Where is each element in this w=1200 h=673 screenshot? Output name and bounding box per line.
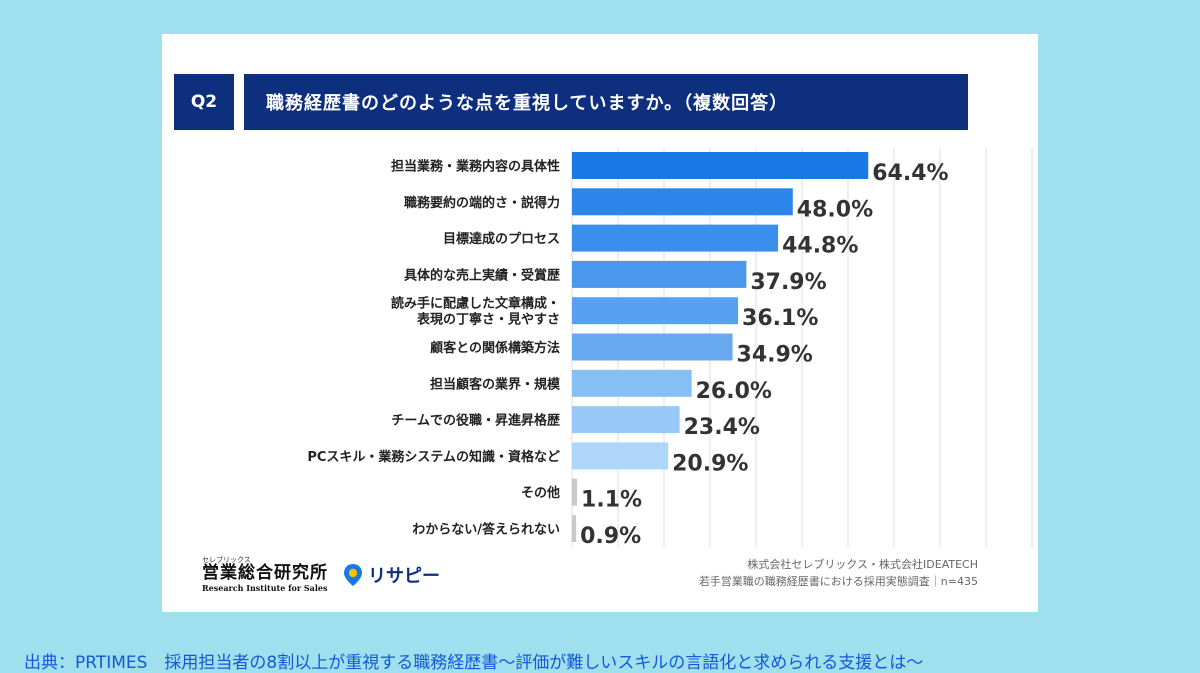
bar [572, 224, 779, 252]
category-label: 表現の丁寧さ・見やすさ [416, 312, 560, 328]
value-label: 26.0% [696, 379, 772, 404]
footer-citation: 出典：PRTIMES 採用担当者の8割以上が重視する職務経歴書～評価が難しいスキ… [24, 653, 924, 673]
value-label: 64.4% [872, 161, 948, 186]
bar [572, 406, 680, 434]
source-line-2: 若手営業職の職務経歴書における採用実態調査｜n=435 [698, 575, 978, 588]
category-label: 担当顧客の業界・規模 [430, 376, 561, 392]
bar [572, 188, 793, 216]
service-logo: リサピー [342, 562, 440, 588]
value-label: 48.0% [797, 197, 873, 222]
org-logo-name: 営業総合研究所 [202, 563, 328, 583]
question-number-tag: Q2 [174, 74, 234, 130]
value-label: 23.4% [684, 415, 760, 440]
org-logo-english: Research Institute for Sales [202, 583, 328, 593]
bar-chart: 担当業務・業務内容の具体性 64.4% 職務要約の端的さ・説得力 48.0% 目標達成の… [307, 148, 1033, 549]
category-label: 顧客との関係構築方法 [430, 340, 560, 356]
category-label: その他 [521, 485, 560, 501]
source-credit: 株式会社セレブリックス・株式会社IDEATECH 若手営業職の職務経歴書における… [699, 556, 978, 590]
value-label: 34.9% [737, 343, 813, 368]
question-title: 職務経歴書のどのような点を重視していますか。（複数回答） [244, 74, 968, 130]
org-logo: セレブリックス 営業総合研究所 Research Institute for S… [202, 556, 328, 593]
org-logo-ruby: セレブリックス [202, 556, 251, 564]
logo-area: セレブリックス 営業総合研究所 Research Institute for S… [202, 556, 440, 593]
category-label: チームでの役職・昇進昇格歴 [391, 413, 560, 429]
value-label: 36.1% [742, 306, 818, 331]
bar [572, 515, 577, 542]
category-label: 目標達成のプロセス [443, 231, 560, 247]
map-pin-icon [344, 563, 362, 586]
source-line-1: 株式会社セレブリックス・株式会社IDEATECH [747, 558, 978, 571]
bar [572, 260, 747, 288]
bar [572, 442, 669, 470]
value-label: 37.9% [750, 270, 826, 295]
category-label: 読み手に配慮した文章構成・ [391, 296, 560, 312]
bar [572, 369, 692, 397]
value-label: 20.9% [672, 451, 748, 476]
value-label: 44.8% [782, 234, 858, 259]
chart-card: Q2 職務経歴書のどのような点を重視していますか。（複数回答） 担当業務・業務内… [162, 34, 1038, 612]
category-label: 具体的な売上実績・受賞歴 [404, 267, 560, 283]
category-label: 担当業務・業務内容の具体性 [391, 159, 560, 175]
bar [572, 333, 733, 361]
category-label: 職務要約の端的さ・説得力 [404, 195, 560, 211]
category-label: わからない/答えられない [412, 522, 560, 538]
category-label: PCスキル・業務システムの知識・資格など [307, 449, 560, 465]
service-logo-text: リサピー [368, 565, 440, 587]
bar [572, 297, 739, 325]
value-label: 0.9% [580, 524, 641, 549]
bar [572, 152, 869, 179]
bar [572, 478, 578, 506]
value-label: 1.1% [581, 488, 642, 513]
